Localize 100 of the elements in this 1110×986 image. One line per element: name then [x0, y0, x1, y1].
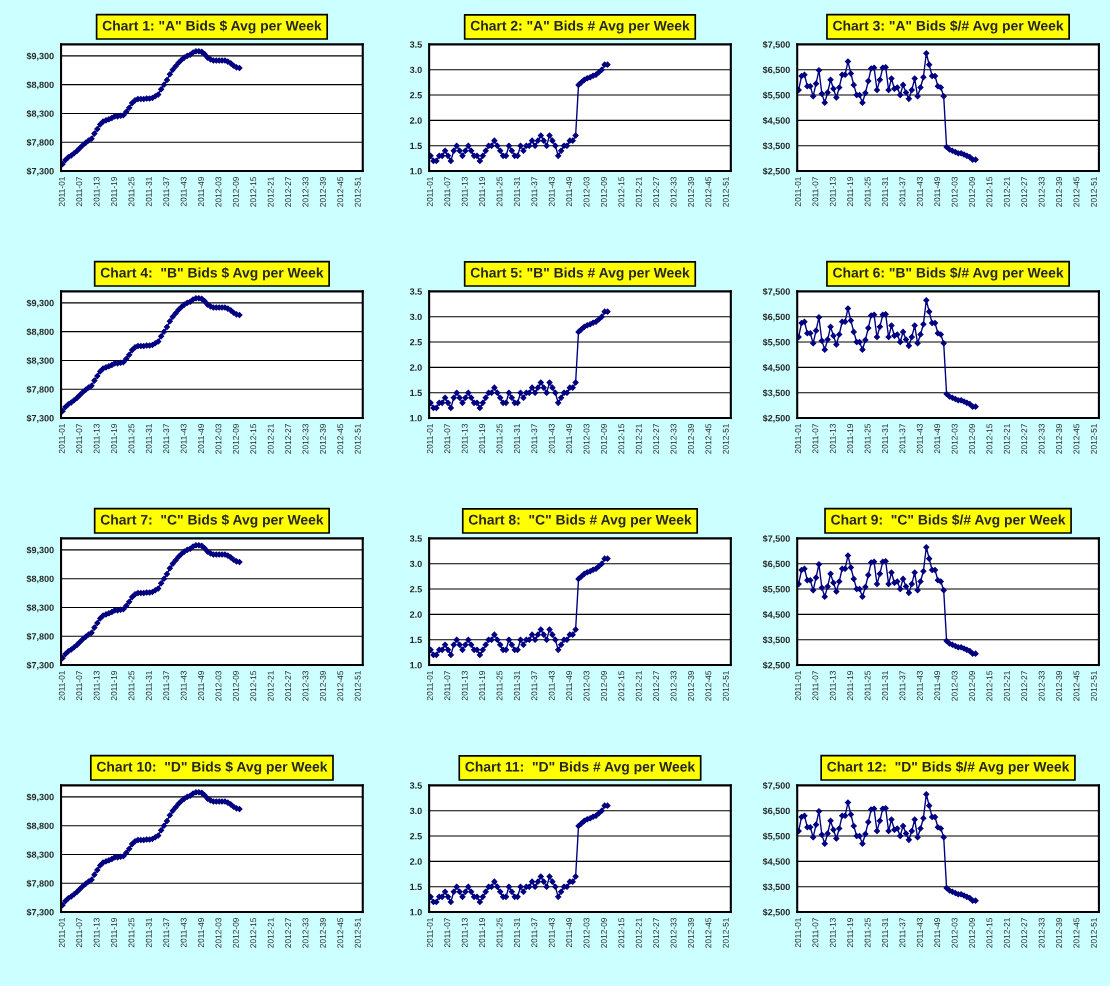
y-tick-label: $4,500: [762, 610, 790, 620]
x-tick-label: 2011-43: [180, 176, 187, 207]
x-tick-label: 2011-19: [479, 176, 486, 207]
x-tick-label: 2011-43: [548, 670, 555, 701]
x-tick-label: 2012-33: [302, 423, 309, 454]
y-tick-label: $8,800: [26, 822, 54, 831]
x-tick-label: 2012-45: [705, 423, 712, 454]
x-tick-label: 2011-31: [513, 671, 520, 701]
y-tick-label: $7,500: [762, 781, 790, 791]
x-tick-label: 2012-45: [337, 917, 344, 948]
x-tick-label: 2012-51: [354, 177, 361, 207]
y-tick-label: 2.5: [409, 833, 422, 840]
x-tick-label: 2011-13: [93, 423, 100, 454]
x-tick-label: 2012-45: [1073, 423, 1080, 454]
y-tick-label: $2,500: [762, 908, 790, 917]
x-tick-label: 2011-31: [882, 177, 888, 207]
x-tick-label: 2012-15: [986, 670, 993, 701]
x-tick-label: 2011-01: [794, 671, 801, 701]
x-tick-label: 2012-51: [722, 671, 729, 701]
x-tick-label: 2011-13: [461, 176, 468, 207]
x-tick-label: 2011-07: [76, 918, 83, 948]
x-tick-label: 2011-43: [916, 176, 923, 207]
x-tick-label: 2011-07: [812, 177, 819, 207]
x-tick-label: 2012-21: [267, 177, 274, 207]
y-tick-label: $5,500: [762, 91, 790, 100]
y-tick-label: 1.5: [410, 142, 422, 150]
x-tick-label: 2011-19: [111, 670, 117, 701]
x-tick-label: 2012-39: [688, 176, 694, 207]
x-tick-label: 2011-13: [93, 670, 100, 701]
x-tick-label: 2011-37: [163, 177, 170, 207]
x-tick-label: 2012-39: [688, 423, 694, 454]
x-tick-label: 2011-13: [829, 917, 836, 948]
x-tick-label: 2011-43: [916, 917, 923, 948]
y-tick-label: $6,500: [762, 313, 790, 322]
chart-title: Chart 9: "C" Bids $/# Avg per Week: [831, 514, 1066, 528]
x-tick-label: 2011-37: [163, 671, 170, 701]
x-tick-label: 2012-39: [688, 670, 694, 701]
x-tick-label: 2011-25: [128, 176, 135, 207]
x-tick-label: 2012-03: [583, 176, 590, 207]
x-tick-label: 2012-15: [618, 917, 625, 948]
x-tick-label: 2011-01: [58, 177, 65, 207]
x-tick-label: 2012-03: [951, 917, 958, 948]
x-tick-label: 2012-33: [302, 917, 309, 948]
x-tick-label: 2011-31: [145, 918, 152, 948]
x-tick-label: 2011-25: [496, 670, 503, 701]
x-tick-label: 2011-07: [444, 424, 451, 454]
x-tick-label: 2012-15: [250, 423, 257, 454]
x-tick-label: 2012-45: [705, 670, 712, 701]
x-tick-label: 2012-21: [635, 671, 642, 701]
x-tick-label: 2012-39: [688, 918, 694, 948]
x-tick-label: 2011-19: [847, 918, 854, 948]
x-tick-label: 2012-21: [1003, 918, 1010, 948]
y-tick-label: 1.5: [410, 636, 422, 644]
x-tick-label: 2012-15: [986, 176, 993, 207]
x-tick-label: 2011-01: [426, 424, 433, 454]
x-tick-label: 2011-37: [899, 918, 906, 948]
x-tick-label: 2011-49: [566, 423, 573, 454]
x-tick-label: 2011-31: [145, 424, 152, 454]
chart-title: Chart 7: "C" Bids $ Avg per Week: [100, 514, 324, 528]
x-tick-label: 2011-43: [916, 423, 923, 454]
x-tick-label: 2011-37: [899, 671, 906, 701]
x-tick-label: 2012-15: [618, 670, 625, 701]
x-tick-label: 2011-25: [128, 670, 135, 701]
chart-title: Chart 2: "A" Bids # Avg per Week: [470, 20, 690, 34]
y-tick-label: 3.0: [409, 560, 422, 568]
x-tick-label: 2011-01: [794, 918, 801, 948]
chart-title: Chart 8: "C" Bids # Avg per Week: [468, 514, 692, 528]
y-tick-label: 3.0: [409, 66, 422, 74]
x-tick-label: 2012-51: [354, 671, 361, 701]
chart-title: Chart 12: "D" Bids $/# Avg per Week: [827, 761, 1070, 775]
x-tick-label: 2011-19: [111, 918, 117, 948]
x-tick-label: 2011-13: [829, 423, 836, 454]
chart-title: Chart 1: "A" Bids $ Avg per Week: [102, 20, 322, 34]
x-tick-label: 2012-27: [653, 424, 660, 454]
x-tick-label: 2011-49: [566, 670, 573, 701]
x-tick-label: 2011-25: [496, 917, 503, 948]
y-tick-label: $7,300: [26, 661, 54, 670]
y-tick-label: $4,500: [762, 857, 790, 867]
x-tick-label: 2011-49: [934, 423, 941, 454]
x-tick-label: 2011-07: [812, 918, 819, 948]
x-tick-label: 2011-37: [899, 424, 906, 454]
y-tick-label: 3.5: [409, 782, 422, 789]
y-tick-label: 2.0: [409, 611, 422, 618]
x-tick-label: 2012-39: [1056, 670, 1062, 701]
x-tick-label: 2011-19: [847, 670, 854, 701]
x-tick-label: 2011-25: [496, 176, 503, 207]
x-tick-label: 2012-27: [653, 918, 660, 948]
x-tick-label: 2012-27: [285, 671, 292, 701]
x-tick-label: 2012-51: [722, 918, 729, 948]
x-tick-label: 2012-39: [1056, 176, 1062, 207]
x-tick-label: 2011-31: [882, 671, 888, 701]
x-tick-label: 2011-31: [882, 918, 888, 948]
x-tick-label: 2011-13: [829, 176, 836, 207]
x-tick-label: 2011-43: [180, 670, 187, 701]
x-tick-label: 2012-45: [705, 176, 712, 207]
y-tick-label: $5,500: [762, 585, 790, 594]
x-tick-label: 2012-03: [583, 670, 590, 701]
y-tick-label: 2.5: [409, 339, 422, 346]
x-tick-label: 2011-25: [496, 423, 503, 454]
x-tick-label: 2012-09: [232, 918, 239, 948]
